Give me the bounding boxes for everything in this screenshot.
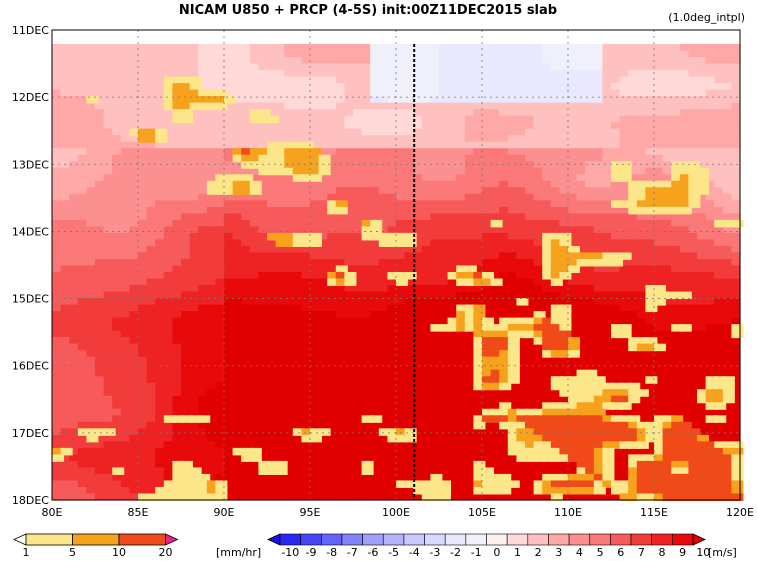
y-tick-label: 15DEC xyxy=(12,293,49,306)
wind-colorbar-label: -5 xyxy=(388,546,399,559)
wind-colorbar-swatch xyxy=(341,533,363,546)
wind-colorbar-label: -1 xyxy=(471,546,482,559)
wind-colorbar-label: -6 xyxy=(367,546,378,559)
y-tick-label: 11DEC xyxy=(12,24,49,37)
wind-colorbar-swatch xyxy=(465,533,487,546)
wind-colorbar-swatch xyxy=(403,533,425,546)
wind-colorbar-arrow-low xyxy=(267,533,281,546)
wind-colorbar-label: 1 xyxy=(514,546,521,559)
chart-title: NICAM U850 + PRCP (4-5S) init:00Z11DEC20… xyxy=(179,3,557,18)
wind-colorbar-label: 4 xyxy=(576,546,583,559)
wind-colorbar-label: 10 xyxy=(696,546,710,559)
y-tick-labels: 11DEC 12DEC 13DEC 14DEC 15DEC 16DEC 17DEC 18DEC xyxy=(12,24,49,507)
grid-lines xyxy=(52,30,740,500)
precip-colorbar-label: 1 xyxy=(23,546,30,559)
y-tick-label: 14DEC xyxy=(12,225,49,238)
x-tick-label: 110E xyxy=(554,506,582,519)
wind-colorbar-swatch xyxy=(589,533,611,546)
precip-colorbar-arrow-high xyxy=(165,533,179,546)
wind-colorbar-swatch xyxy=(382,533,405,546)
wind-colorbar-swatch xyxy=(610,533,632,546)
wind-colorbar-label: 9 xyxy=(679,546,686,559)
precip-colorbar-swatch xyxy=(118,533,166,546)
wind-colorbar-label: 7 xyxy=(638,546,645,559)
x-tick-label: 100E xyxy=(382,506,410,519)
x-tick-label: 95E xyxy=(300,506,321,519)
wind-colorbar-label: -9 xyxy=(305,546,316,559)
wind-colorbar-swatch xyxy=(486,533,508,546)
x-tick-label: 115E xyxy=(640,506,668,519)
wind-colorbar-label: -3 xyxy=(429,546,440,559)
y-tick-label: 17DEC xyxy=(12,427,49,440)
y-tick-label: 13DEC xyxy=(12,158,49,171)
wind-colorbar-swatch xyxy=(300,533,322,546)
wind-colorbar-label: 0 xyxy=(493,546,500,559)
wind-colorbar-swatch xyxy=(527,533,549,546)
wind-colorbar-label: -7 xyxy=(347,546,358,559)
precip-colorbar-label: 5 xyxy=(69,546,76,559)
y-tick-label: 12DEC xyxy=(12,91,49,104)
wind-colorbar-label: -8 xyxy=(326,546,337,559)
precip-colorbar-label: 10 xyxy=(112,546,126,559)
x-tick-label: 80E xyxy=(42,506,63,519)
wind-colorbar-unit: [m/s] xyxy=(708,546,737,559)
precip-colorbar-label: 20 xyxy=(159,546,173,559)
plot-field xyxy=(52,30,744,501)
y-tick-label: 16DEC xyxy=(12,360,49,373)
wind-colorbar-swatch xyxy=(320,533,343,546)
x-tick-labels: 80E 85E 90E 95E 100E 105E 110E 115E 120E xyxy=(42,506,754,519)
wind-colorbar-swatch xyxy=(424,533,446,546)
wind-colorbar-label: 3 xyxy=(555,546,562,559)
wind-colorbar-swatch xyxy=(362,533,384,546)
precip-colorbar-arrow-low xyxy=(13,533,27,546)
wind-colorbar-label: 2 xyxy=(535,546,542,559)
wind-colorbar-arrow-high xyxy=(692,533,706,546)
wind-colorbar-label: 6 xyxy=(617,546,624,559)
precip-colorbar-swatch xyxy=(25,533,73,546)
wind-colorbar-swatch xyxy=(444,533,467,546)
wind-colorbar-swatch xyxy=(548,533,570,546)
x-tick-label: 105E xyxy=(468,506,496,519)
wind-colorbar-label: 5 xyxy=(597,546,604,559)
x-tick-label: 90E xyxy=(214,506,235,519)
wind-colorbar-swatch xyxy=(651,533,673,546)
wind-colorbar: -10 -9 -8 -7 -6 -5 -4 -3 -2 -1 0 1 2 3 4 5 6 7 8 9 10 xyxy=(267,533,710,559)
wind-colorbar-label: -2 xyxy=(450,546,461,559)
plot-frame xyxy=(51,29,741,501)
wind-colorbar-swatch xyxy=(506,533,529,546)
wind-colorbar-label: -10 xyxy=(281,546,299,559)
precip-colorbar-unit: [mm/hr] xyxy=(216,546,261,559)
x-tick-label: 85E xyxy=(128,506,149,519)
wind-colorbar-label: -4 xyxy=(409,546,420,559)
wind-colorbar-label: 8 xyxy=(659,546,666,559)
x-tick-label: 120E xyxy=(726,506,754,519)
chart-subtitle: (1.0deg_intpl) xyxy=(668,11,745,24)
wind-colorbar-swatch xyxy=(279,533,301,546)
wind-colorbar-swatch xyxy=(630,533,652,546)
precip-colorbar-swatch xyxy=(72,533,120,546)
wind-colorbar-swatch xyxy=(568,533,591,546)
y-tick-label: 18DEC xyxy=(12,494,49,507)
precip-colorbar: 1 5 10 20 xyxy=(13,533,179,559)
wind-colorbar-swatch xyxy=(672,533,694,546)
